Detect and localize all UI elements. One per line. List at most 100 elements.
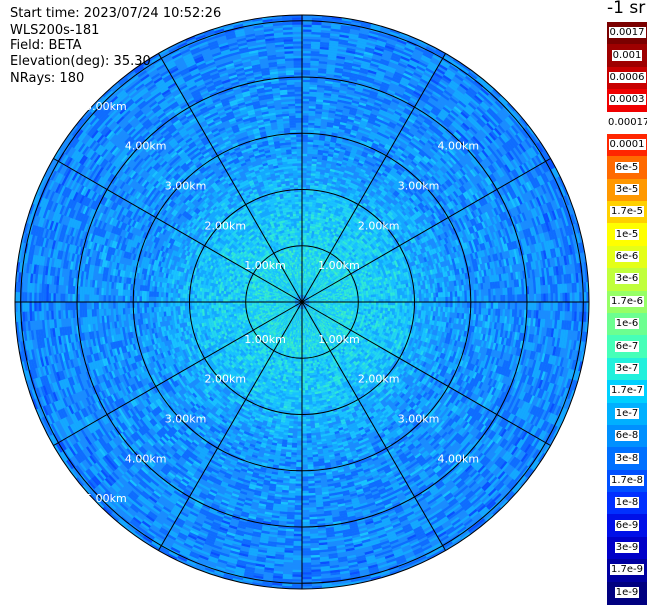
beta-cell: [305, 315, 308, 319]
beta-cell: [314, 316, 317, 319]
beta-cell: [310, 285, 313, 289]
beta-cell: [330, 299, 334, 302]
beta-cell: [284, 294, 287, 297]
beta-cell: [303, 352, 306, 355]
beta-cell: [316, 293, 320, 295]
beta-cell: [237, 308, 241, 311]
beta-cell: [296, 247, 299, 250]
beta-cell: [303, 308, 305, 312]
beta-cell: [295, 312, 298, 316]
beta-cell: [302, 290, 304, 293]
beta-cell: [270, 302, 274, 305]
beta-cell: [293, 304, 296, 306]
beta-cell: [306, 307, 308, 310]
beta-cell: [286, 295, 289, 298]
beta-cell: [312, 311, 315, 314]
beta-cell: [298, 311, 300, 314]
beta-cell: [286, 295, 289, 297]
beta-cell: [313, 310, 316, 313]
beta-cell: [318, 299, 321, 301]
beta-cell: [304, 308, 306, 312]
beta-cell: [291, 305, 294, 308]
beta-cell: [287, 300, 291, 302]
beta-cell: [288, 296, 291, 298]
beta-cell: [354, 298, 357, 301]
beta-cell: [309, 300, 312, 301]
beta-cell: [289, 287, 292, 290]
beta-cell: [312, 314, 315, 317]
beta-cell: [303, 349, 306, 353]
beta-cell: [312, 290, 315, 293]
beta-cell: [306, 286, 308, 289]
beta-cell: [297, 290, 300, 293]
beta-cell: [317, 308, 320, 311]
beta-cell: [294, 309, 296, 312]
beta-cell: [364, 297, 367, 301]
beta-cell: [318, 304, 321, 306]
beta-cell: [290, 293, 293, 295]
beta-cell: [309, 303, 312, 304]
beta-cell: [293, 237, 296, 241]
beta-cell: [294, 292, 296, 295]
beta-cell: [295, 294, 298, 297]
beta-cell: [307, 309, 310, 312]
beta-cell: [293, 298, 296, 300]
beta-cell: [283, 296, 287, 298]
beta-cell: [308, 290, 311, 293]
beta-cell: [306, 288, 309, 292]
beta-cell: [319, 308, 323, 311]
beta-cell: [316, 314, 319, 317]
beta-cell: [299, 290, 301, 293]
beta-cell: [300, 311, 301, 314]
beta-cell: [313, 287, 316, 290]
beta-cell: [313, 310, 316, 312]
beta-cell: [316, 299, 319, 301]
beta-cell: [313, 291, 316, 294]
beta-cell: [302, 282, 304, 286]
beta-cell: [310, 288, 313, 291]
beta-cell: [285, 297, 289, 299]
beta-cell: [311, 308, 315, 311]
beta-cell: [308, 317, 311, 320]
beta-cell: [312, 317, 314, 321]
beta-cell: [318, 304, 321, 307]
beta-cell: [309, 311, 311, 314]
beta-cell: [313, 299, 317, 300]
beta-cell: [311, 300, 314, 301]
beta-cell: [292, 299, 296, 301]
beta-cell: [313, 310, 316, 313]
beta-cell: [306, 318, 308, 321]
beta-cell: [309, 291, 312, 294]
beta-cell: [308, 311, 311, 314]
beta-cell: [313, 304, 317, 305]
beta-cell: [294, 292, 297, 295]
beta-cell: [320, 306, 324, 308]
beta-cell: [295, 312, 297, 315]
beta-cell: [344, 298, 348, 301]
beta-cell: [315, 305, 319, 307]
beta-cell: [254, 305, 257, 307]
beta-cell: [290, 300, 293, 302]
beta-cell: [305, 291, 308, 294]
beta-cell: [299, 285, 301, 288]
beta-cell: [307, 281, 309, 284]
beta-cell: [295, 240, 299, 243]
beta-cell: [307, 309, 310, 312]
beta-cell: [317, 294, 320, 296]
beta-cell: [303, 311, 305, 314]
beta-cell: [293, 284, 296, 287]
beta-cell: [254, 298, 257, 301]
beta-cell: [308, 293, 311, 296]
beta-cell: [308, 309, 310, 312]
beta-cell: [363, 295, 367, 298]
beta-cell: [316, 309, 320, 312]
beta-cell: [308, 287, 310, 290]
beta-cell: [289, 295, 292, 297]
beta-cell: [286, 312, 290, 315]
beta-cell: [310, 297, 314, 299]
beta-cell: [237, 306, 241, 309]
beta-cell: [308, 299, 312, 301]
beta-cell: [292, 303, 295, 305]
beta-cell: [297, 290, 299, 294]
beta-cell: [305, 283, 307, 286]
